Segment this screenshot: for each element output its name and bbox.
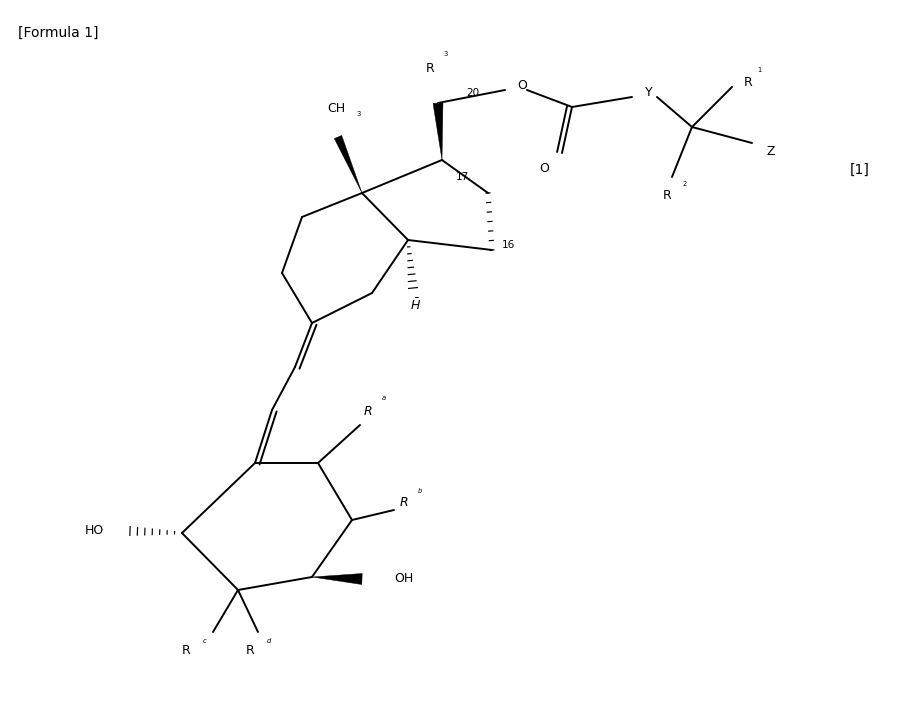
Text: HO: HO [85,525,104,538]
Polygon shape [433,103,443,160]
Text: $^1$: $^1$ [757,67,762,77]
Text: 17: 17 [456,172,469,182]
Text: $^2$: $^2$ [682,181,688,191]
Text: O: O [517,79,526,92]
Text: $^d$: $^d$ [266,638,273,648]
Text: 16: 16 [502,240,515,250]
Text: 20: 20 [466,88,479,98]
Text: R: R [426,61,435,74]
Text: R: R [364,405,373,418]
Text: Z: Z [767,144,776,157]
Text: $^3$: $^3$ [443,51,449,61]
Text: R: R [246,644,255,656]
Text: CH: CH [327,102,345,115]
Text: [1]: [1] [850,163,870,177]
Text: R: R [400,495,409,508]
Text: R: R [744,76,752,89]
Polygon shape [312,573,362,584]
Text: Y: Y [645,86,652,99]
Text: $^a$: $^a$ [381,395,387,405]
Text: R: R [182,644,191,656]
Text: O: O [539,162,549,174]
Polygon shape [334,135,362,193]
Text: R: R [662,189,671,202]
Text: [Formula 1]: [Formula 1] [18,26,98,40]
Text: $\bar{H}$: $\bar{H}$ [410,297,421,312]
Text: $^c$: $^c$ [202,638,208,648]
Text: OH: OH [394,573,413,586]
Text: $_3$: $_3$ [356,109,362,119]
Text: $^b$: $^b$ [417,488,423,498]
